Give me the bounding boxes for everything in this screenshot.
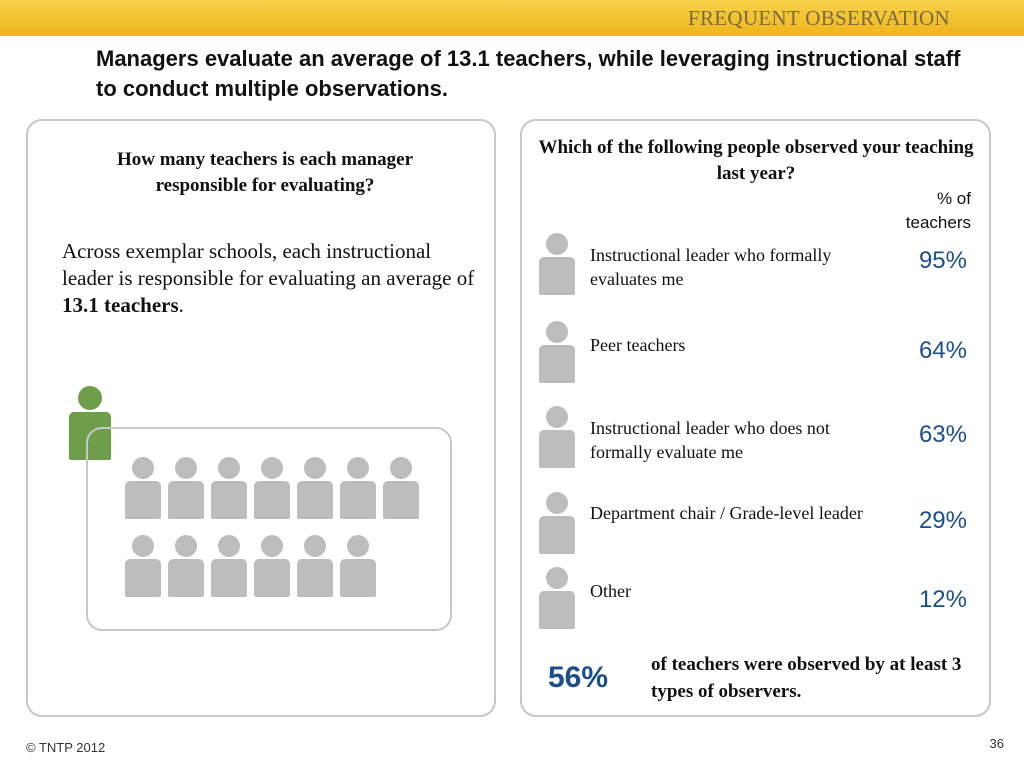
observer-row-value: 63% [918, 421, 967, 448]
teacher-person-icon [124, 457, 162, 521]
observer-row-value: 29% [918, 507, 967, 534]
observer-row-label: Instructional leader who formally evalua… [590, 245, 832, 289]
left-panel-question: How many teachers is each manager respon… [116, 149, 414, 196]
slide-headline: Managers evaluate an average of 13.1 tea… [96, 46, 961, 101]
teacher-person-icon [253, 535, 291, 599]
right-panel-question: Which of the following people observed y… [538, 137, 974, 184]
observer-row-label: Instructional leader who does not formal… [590, 418, 830, 462]
teacher-person-icon [167, 457, 205, 521]
observer-row-label: Department chair / Grade-level leader [590, 503, 863, 523]
observer-person-icon [538, 492, 576, 556]
observer-row-label: Peer teachers [590, 335, 686, 355]
observer-person-icon [538, 233, 576, 297]
copyright-text: © TNTP 2012 [26, 740, 106, 755]
observer-row-value: 12% [918, 586, 967, 613]
header-banner: FREQUENT OBSERVATION [0, 0, 1024, 36]
observer-row-value: 64% [918, 337, 967, 364]
observer-row-label: Other [590, 581, 631, 601]
teacher-group-box [86, 427, 452, 631]
left-panel-body: Across exemplar schools, each instructio… [62, 238, 482, 319]
observer-person-icon [538, 567, 576, 631]
page-number: 36 [989, 736, 1004, 751]
teacher-person-icon [296, 457, 334, 521]
teacher-person-icon [296, 535, 334, 599]
body-text-suffix: . [178, 293, 184, 317]
column-header: % of teachers [905, 189, 971, 232]
teacher-person-icon [339, 535, 377, 599]
body-text-prefix: Across exemplar schools, each instructio… [62, 239, 475, 290]
observer-person-icon [538, 321, 576, 385]
teacher-person-icon [253, 457, 291, 521]
teacher-person-icon [124, 535, 162, 599]
teacher-person-icon [210, 457, 248, 521]
teacher-person-icon [210, 535, 248, 599]
teacher-person-icon [382, 457, 420, 521]
body-text-highlight: 13.1 teachers [62, 293, 179, 317]
teacher-person-icon [339, 457, 377, 521]
observer-person-icon [538, 406, 576, 470]
right-panel: Which of the following people observed y… [520, 119, 991, 717]
observer-row-value: 95% [918, 247, 967, 274]
summary-stat-value: 56% [548, 661, 609, 694]
left-panel: How many teachers is each manager respon… [26, 119, 496, 717]
section-title: FREQUENT OBSERVATION [688, 6, 950, 30]
teacher-person-icon [167, 535, 205, 599]
summary-stat-text: of teachers were observed by at least 3 … [651, 654, 962, 702]
